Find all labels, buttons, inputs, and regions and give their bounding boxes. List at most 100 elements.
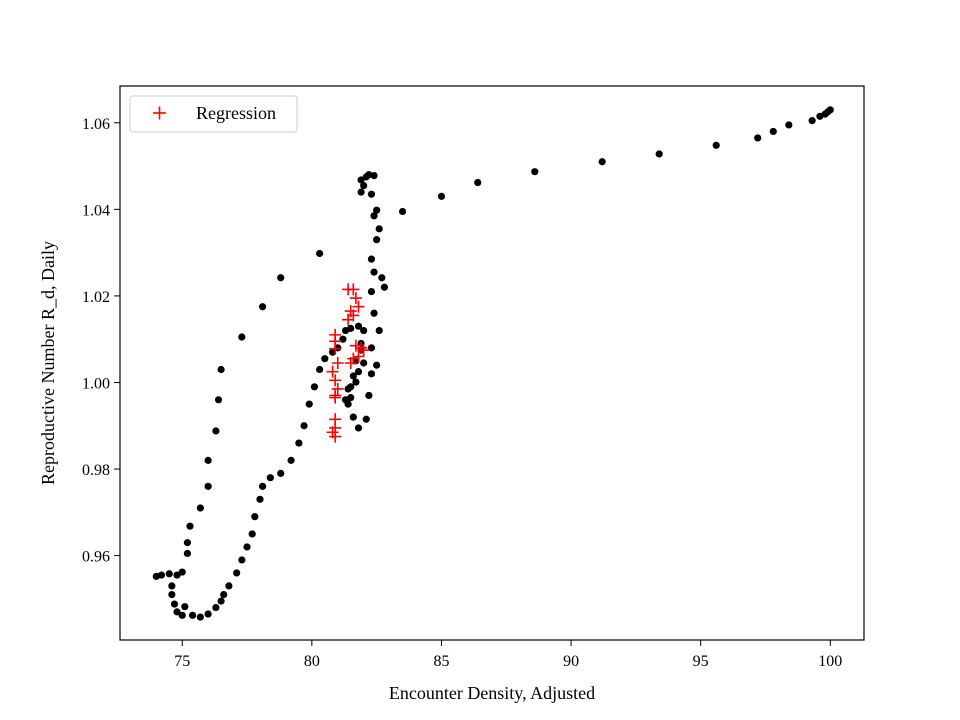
data-point: [295, 439, 303, 447]
data-point: [769, 127, 777, 136]
data-point: [173, 608, 181, 616]
data-point: [196, 613, 204, 621]
x-tick-label: 80: [304, 653, 320, 670]
y-tick-label: 1.06: [82, 116, 110, 133]
legend-label-regression: Regression: [196, 103, 276, 123]
y-axis: 0.96 0.98 1.00 1.02 1.04 1.06: [82, 116, 120, 566]
data-point: [367, 287, 376, 296]
data-point: [181, 603, 189, 611]
data-point: [248, 530, 256, 538]
data-point: [357, 188, 365, 196]
data-point: [344, 385, 352, 393]
regression-point: [347, 283, 360, 296]
y-axis-label: Reproductive Number R_d, Daily: [38, 241, 58, 485]
regression-point: [329, 391, 342, 404]
data-point: [373, 206, 381, 214]
data-point: [354, 424, 363, 432]
data-point: [204, 482, 212, 490]
data-point: [233, 569, 241, 577]
data-point: [352, 378, 360, 386]
data-point: [168, 590, 176, 599]
series-observed: [152, 106, 834, 621]
data-point: [354, 322, 363, 330]
x-axis-label: Encounter Density, Adjusted: [389, 683, 595, 703]
data-point: [310, 383, 319, 391]
data-point: [354, 368, 363, 376]
data-point: [183, 539, 192, 547]
x-tick-label: 85: [433, 653, 449, 670]
data-point: [349, 372, 357, 380]
x-tick-label: 75: [174, 653, 190, 670]
regression-point: [357, 344, 370, 357]
data-point: [258, 303, 267, 311]
data-point: [316, 249, 324, 258]
legend-box: [129, 95, 298, 133]
data-point: [375, 326, 383, 335]
data-point: [367, 190, 376, 198]
legend: Regression: [129, 95, 298, 133]
data-point: [360, 359, 368, 367]
regression-point: [331, 357, 344, 369]
data-point: [365, 391, 373, 400]
data-point: [300, 422, 308, 430]
data-point: [655, 150, 663, 158]
data-point: [170, 600, 179, 608]
data-point: [367, 255, 376, 263]
series-layer: [152, 106, 834, 621]
data-point: [277, 274, 285, 282]
data-point: [712, 141, 720, 149]
data-point: [238, 556, 246, 564]
plot-frame: [119, 85, 865, 641]
regression-point: [344, 357, 357, 369]
regression-point: [342, 313, 355, 326]
data-point: [360, 181, 368, 190]
x-tick-label: 90: [563, 653, 579, 670]
data-point: [316, 365, 324, 374]
data-point: [808, 117, 816, 125]
y-tick-label: 0.98: [82, 462, 110, 479]
data-point: [188, 611, 197, 619]
data-point: [754, 134, 762, 142]
data-point: [212, 603, 220, 612]
data-point: [380, 283, 389, 291]
data-point: [168, 582, 176, 590]
data-point: [152, 572, 160, 580]
data-point: [474, 178, 482, 187]
data-point: [217, 365, 225, 374]
data-point: [220, 590, 228, 599]
data-point: [370, 309, 378, 317]
regression-point: [352, 300, 365, 313]
data-point: [362, 415, 370, 423]
data-point: [287, 456, 295, 464]
regression-point: [329, 374, 342, 387]
data-point: [238, 333, 246, 341]
data-point: [225, 582, 233, 590]
data-point: [196, 504, 204, 512]
data-point: [251, 513, 259, 521]
data-point: [204, 610, 212, 618]
regression-point: [329, 342, 342, 355]
plot-area: [120, 86, 864, 640]
data-point: [349, 413, 357, 421]
data-point: [347, 324, 355, 332]
x-tick-label: 100: [818, 653, 842, 670]
regression-point: [329, 430, 342, 443]
data-point: [186, 522, 194, 530]
data-point: [204, 456, 212, 464]
data-point: [277, 469, 285, 477]
regression-point: [326, 365, 339, 378]
data-point: [321, 355, 329, 363]
data-point: [217, 597, 225, 605]
data-point: [373, 361, 381, 369]
regression-point: [355, 341, 368, 354]
data-point: [373, 236, 381, 244]
data-point: [370, 171, 378, 180]
data-point: [178, 568, 186, 576]
x-axis: 75 80 85 90 95 100: [174, 640, 842, 670]
data-point: [178, 611, 186, 619]
data-point: [598, 158, 606, 166]
data-point: [360, 326, 368, 335]
data-point: [173, 571, 181, 579]
x-tick-label: 95: [693, 653, 709, 670]
